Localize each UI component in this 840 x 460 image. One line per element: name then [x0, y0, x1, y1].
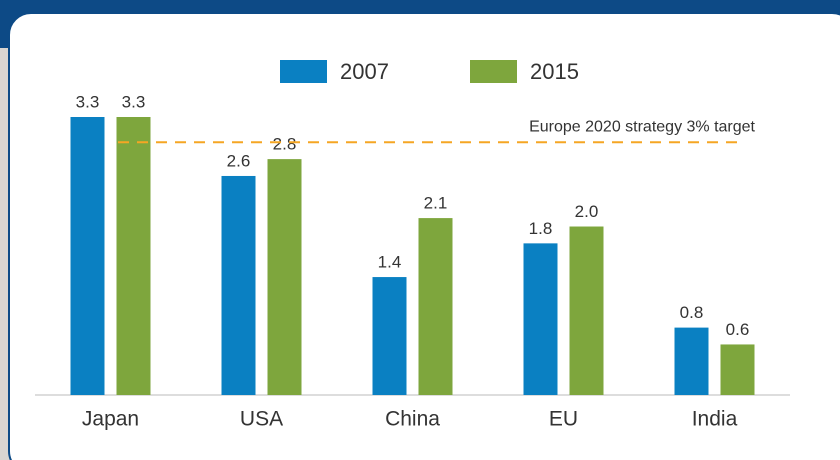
bar — [267, 159, 302, 395]
x-tick-label: Japan — [82, 408, 139, 431]
bar — [418, 218, 453, 395]
bar — [372, 277, 407, 395]
legend-label: 2007 — [340, 59, 389, 84]
x-tick-label: China — [385, 408, 440, 431]
bar — [221, 175, 256, 395]
x-tick-label: USA — [240, 408, 283, 431]
value-label: 3.3 — [76, 92, 100, 111]
bar — [523, 243, 558, 395]
value-label: 2.8 — [273, 135, 297, 154]
bar — [116, 117, 151, 395]
bar — [569, 226, 604, 395]
legend-swatch — [470, 60, 517, 83]
value-label: 0.8 — [680, 303, 704, 322]
value-label: 2.1 — [424, 194, 448, 213]
value-label: 1.8 — [529, 219, 553, 238]
x-tick-label: EU — [549, 408, 578, 431]
legend-swatch — [280, 60, 327, 83]
value-label: 1.4 — [378, 253, 402, 272]
bar — [674, 327, 709, 395]
annotation-label: Europe 2020 strategy 3% target — [529, 118, 755, 135]
legend-label: 2015 — [530, 59, 579, 84]
value-label: 0.6 — [726, 320, 750, 339]
value-label: 2.0 — [575, 202, 599, 221]
x-tick-label: India — [692, 408, 738, 431]
value-label: 3.3 — [122, 92, 146, 111]
bar — [70, 117, 105, 395]
bar — [720, 344, 755, 395]
value-label: 2.6 — [227, 151, 251, 170]
